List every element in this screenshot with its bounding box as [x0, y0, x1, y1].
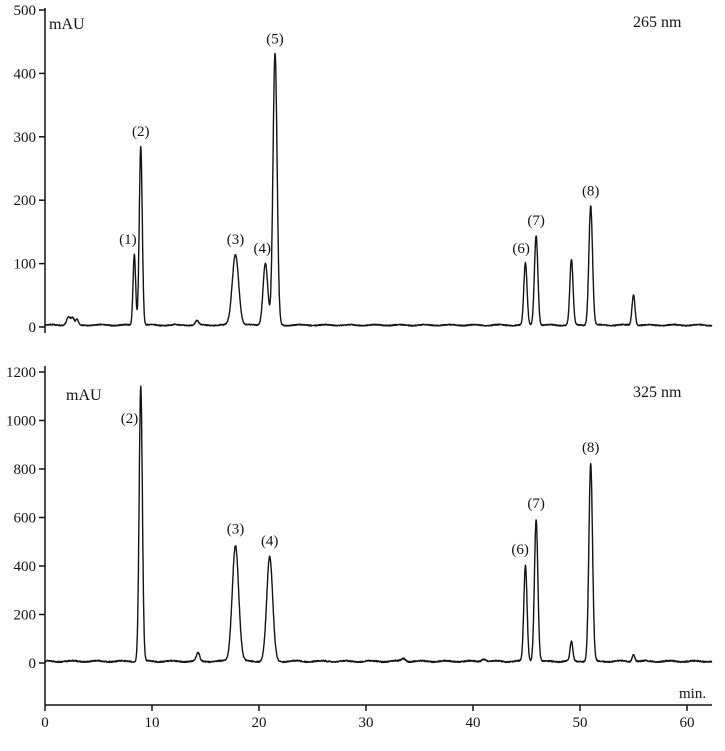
svg-text:400: 400	[14, 66, 37, 82]
svg-text:(5): (5)	[266, 32, 284, 48]
svg-text:(1): (1)	[119, 232, 137, 248]
svg-text:(6): (6)	[511, 542, 529, 558]
svg-text:(7): (7)	[527, 496, 545, 512]
y-axis-unit-bottom: mAU	[66, 387, 102, 404]
svg-text:30: 30	[359, 715, 374, 731]
svg-text:(2): (2)	[132, 124, 150, 140]
wavelength-label-bottom: 325 nm	[633, 384, 682, 401]
x-axis-unit: min.	[679, 686, 707, 702]
wavelength-label-top: 265 nm	[633, 14, 682, 31]
svg-text:60: 60	[680, 715, 695, 731]
svg-text:(8): (8)	[582, 184, 600, 200]
svg-text:(7): (7)	[527, 213, 545, 229]
svg-text:0: 0	[29, 320, 37, 336]
svg-text:100: 100	[14, 257, 37, 273]
svg-text:400: 400	[14, 559, 37, 575]
svg-text:0: 0	[41, 715, 49, 731]
svg-text:10: 10	[145, 715, 160, 731]
svg-text:(2): (2)	[121, 411, 139, 427]
svg-text:500: 500	[14, 3, 37, 19]
y-axis-unit-top: mAU	[49, 16, 85, 33]
svg-text:(4): (4)	[253, 241, 271, 257]
svg-text:300: 300	[14, 130, 37, 146]
svg-text:20: 20	[252, 715, 267, 731]
svg-text:0: 0	[29, 656, 37, 672]
svg-text:1000: 1000	[6, 414, 36, 430]
svg-text:(4): (4)	[261, 534, 279, 550]
svg-text:40: 40	[466, 715, 481, 731]
svg-text:800: 800	[14, 462, 37, 478]
svg-text:1200: 1200	[6, 365, 36, 381]
svg-text:(3): (3)	[227, 521, 245, 537]
svg-text:200: 200	[14, 193, 37, 209]
svg-text:(8): (8)	[582, 440, 600, 456]
svg-text:50: 50	[573, 715, 588, 731]
svg-text:200: 200	[14, 608, 37, 624]
svg-text:(3): (3)	[227, 232, 245, 248]
svg-text:600: 600	[14, 511, 37, 527]
svg-text:(6): (6)	[512, 241, 530, 257]
